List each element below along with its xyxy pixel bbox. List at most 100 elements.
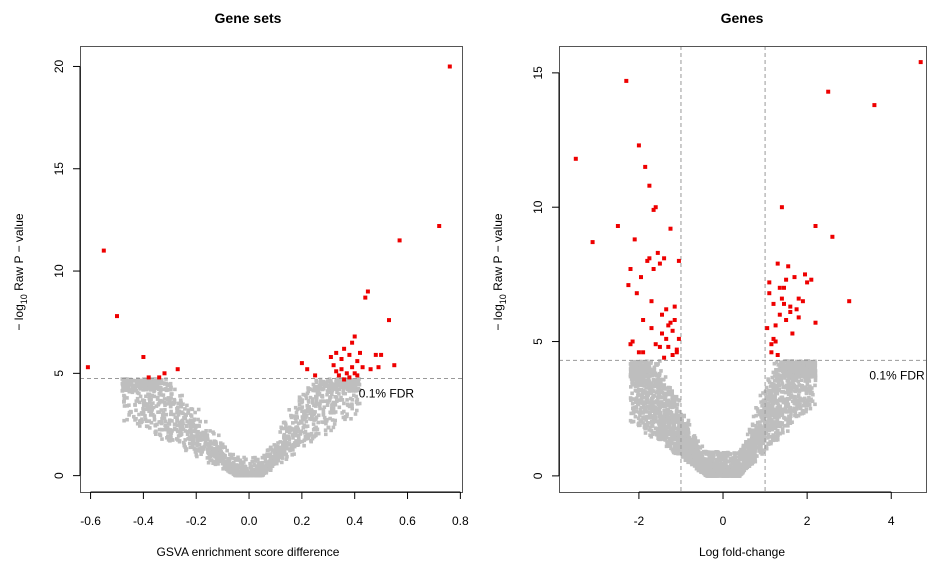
gene-sets-background-point [203,437,207,441]
gene-sets-background-point [208,429,212,433]
gene-sets-significant-point [365,289,370,294]
gene-sets-background-point [302,412,306,417]
gene-sets-background-point [316,390,321,395]
gene-sets-background-point [352,393,356,398]
genes-significant-point [830,234,835,239]
gene-sets-background-point [138,424,142,428]
genes-background-point [734,467,739,471]
gene-sets-background-point [141,400,146,404]
genes-background-point [804,409,808,414]
genes-significant-point [674,350,679,355]
gene-sets-background-point [322,420,326,425]
genes-background-point [785,396,790,401]
genes-background-point [800,408,805,413]
gene-sets-background-point [283,421,288,426]
genes-background-point [639,394,644,399]
genes-background-point [715,457,720,462]
gene-sets-background-point [251,456,255,460]
gene-sets-background-point [250,459,254,464]
genes-background-point [723,468,727,473]
genes-background-point [693,438,697,443]
genes-significant-point [668,226,673,231]
genes-background-point [695,455,700,459]
genes-significant-point [641,350,646,355]
gene-sets-background-point [256,457,260,462]
gene-sets-background-point [264,469,269,473]
gene-sets-background-point [300,439,305,444]
gene-sets-background-point [165,398,170,402]
genes-background-point [635,380,639,385]
genes-significant-point [803,272,807,277]
genes-background-point [637,388,641,392]
genes-background-point [760,418,765,423]
genes-background-point [726,467,731,471]
gene-sets-background-point [186,408,191,412]
genes-significant-point [779,296,784,301]
genes-background-point [628,418,633,423]
genes-background-point [648,367,652,372]
genes-background-point [791,369,795,374]
gene-sets-significant-point [85,365,90,370]
genes-background-point [641,380,646,385]
gene-sets-background-point [290,433,295,437]
genes-background-point [790,420,794,424]
genes-background-point [666,410,671,415]
genes-background-point [766,442,771,446]
gene-sets-background-point [226,463,231,467]
gene-sets-background-point [190,438,195,443]
gene-sets-background-point [137,400,142,405]
genes-background-point [629,362,634,367]
gene-sets-background-point [236,470,240,475]
genes-ylabel: − log10 Raw P − value [491,213,508,331]
gene-sets-y-tick-label: 5 [52,370,66,377]
gene-sets-background-point [191,445,195,449]
gene-sets-background-point [294,439,298,443]
gene-sets-significant-point [342,377,347,382]
gene-sets-background-point [324,432,328,437]
genes-significant-point [788,304,793,309]
genes-background-point [659,384,664,389]
genes-background-point [774,424,779,429]
gene-sets-background-point [317,403,322,408]
genes-background-point [638,365,642,370]
genes-background-point [770,382,774,386]
genes-significant-point [676,258,681,263]
genes-background-point [647,428,651,432]
genes-significant-point [664,307,669,312]
gene-sets-background-point [287,441,292,445]
gene-sets-background-point [132,387,137,391]
genes-background-point [806,359,811,363]
gene-sets-background-point [179,400,183,405]
gene-sets-background-point [334,378,339,382]
genes-background-point [713,461,717,465]
genes-y-tick-label: 0 [531,472,545,479]
gene-sets-background-point [330,402,334,406]
gene-sets-background-point [282,452,286,457]
gene-sets-background-point [176,401,181,406]
genes-background-point [770,375,774,380]
genes-background-point [775,401,780,405]
gene-sets-background-point [284,423,288,427]
gene-sets-background-point [329,379,333,383]
gene-sets-background-point [156,402,161,406]
genes-background-point [773,420,777,424]
gene-sets-x-tick-label: -0.2 [186,514,207,528]
genes-background-point [737,473,742,477]
genes-background-point [640,378,645,383]
gene-sets-background-point [172,397,177,402]
gene-sets-background-point [241,472,246,476]
genes-background-point [757,439,762,443]
genes-background-point [794,388,799,393]
genes-background-point [694,441,699,445]
genes-background-point [677,451,681,455]
genes-background-point [736,451,740,455]
genes-background-point [708,471,713,476]
gene-sets-background-point [330,387,335,391]
gene-sets-background-point [305,403,309,408]
genes-background-point [692,459,696,464]
gene-sets-x-tick-label: 0.6 [399,514,416,528]
genes-background-point [765,422,770,426]
gene-sets-background-point [304,413,309,418]
gene-sets-background-point [166,430,170,434]
